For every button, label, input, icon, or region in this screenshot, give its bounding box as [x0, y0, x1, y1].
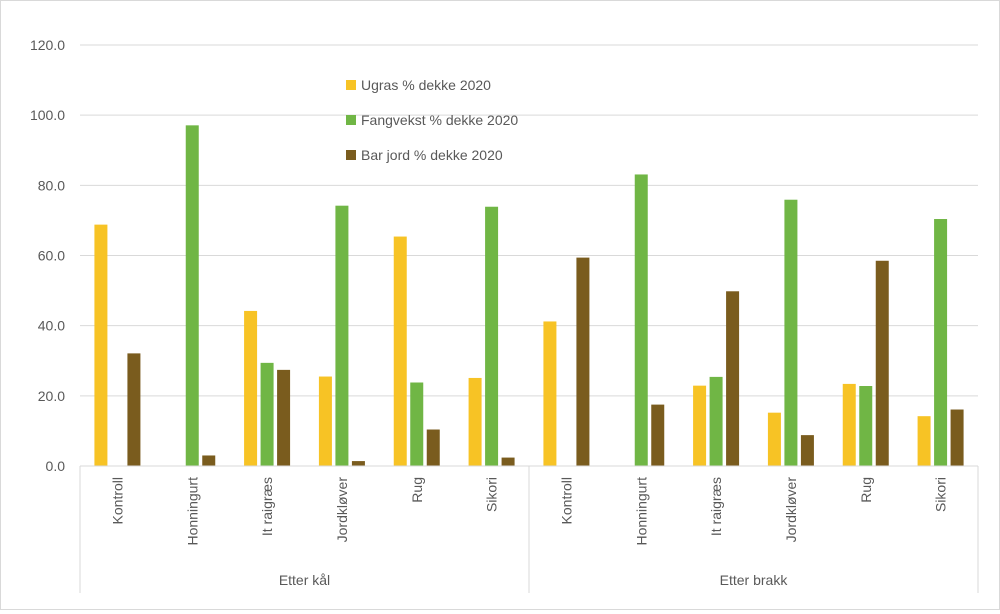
y-tick-label: 40.0	[38, 318, 65, 334]
bar-fangvekst	[485, 206, 499, 466]
y-tick-label: 100.0	[30, 107, 65, 123]
bar-bar-jord	[726, 291, 740, 466]
bar-ugras	[543, 321, 557, 466]
category-label: It raigræs	[259, 477, 275, 536]
legend-label: Fangvekst % dekke 2020	[361, 112, 518, 128]
bar-ugras	[393, 236, 407, 466]
bar-bar-jord	[351, 461, 365, 466]
bar-bar-jord	[651, 404, 665, 466]
category-label: It raigræs	[708, 477, 724, 536]
bar-fangvekst	[709, 376, 723, 466]
bar-fangvekst	[185, 125, 199, 467]
bar-bar-jord	[277, 369, 291, 466]
x-axis	[79, 465, 979, 593]
bar-bar-jord	[127, 353, 141, 466]
legend: Ugras % dekke 2020 Fangvekst % dekke 2020…	[346, 77, 518, 163]
gridlines	[80, 44, 978, 467]
legend-swatch	[346, 150, 356, 160]
y-axis-ticks: 0.0 20.0 40.0 60.0 80.0 100.0 120.0	[30, 37, 65, 474]
bar-fangvekst	[634, 174, 648, 466]
bar-ugras	[244, 310, 258, 466]
y-tick-label: 80.0	[38, 177, 65, 193]
bar-bar-jord	[426, 429, 440, 466]
y-tick-label: 60.0	[38, 248, 65, 264]
legend-label: Bar jord % dekke 2020	[361, 147, 503, 163]
group-label: Etter brakk	[720, 572, 789, 588]
bar-bar-jord	[875, 260, 889, 466]
category-label: Kontroll	[109, 477, 125, 524]
bar-ugras	[94, 224, 108, 466]
legend-label: Ugras % dekke 2020	[361, 77, 491, 93]
bars	[94, 125, 964, 467]
bar-ugras	[842, 383, 856, 466]
category-label: Kontroll	[558, 477, 574, 524]
category-label: Sikori	[933, 477, 949, 512]
category-label: Jordkløver	[334, 477, 350, 543]
group-label: Etter kål	[279, 572, 330, 588]
legend-swatch	[346, 115, 356, 125]
bar-bar-jord	[950, 409, 964, 466]
category-label: Sikori	[484, 477, 500, 512]
bar-bar-jord	[800, 435, 814, 466]
category-label: Honningurt	[184, 477, 200, 546]
y-tick-label: 0.0	[46, 458, 66, 474]
bar-fangvekst	[410, 382, 424, 466]
bar-bar-jord	[501, 457, 515, 466]
bar-bar-jord	[202, 455, 216, 466]
legend-swatch	[346, 80, 356, 90]
category-label: Rug	[409, 477, 425, 503]
bar-ugras	[318, 376, 332, 466]
bar-fangvekst	[335, 205, 349, 466]
category-label: Rug	[858, 477, 874, 503]
bar-fangvekst	[784, 199, 798, 466]
bar-ugras	[917, 416, 931, 466]
category-label: Honningurt	[633, 477, 649, 546]
bar-fangvekst	[859, 386, 873, 466]
bar-fangvekst	[260, 362, 274, 466]
category-labels: Kontroll Honningurt It raigræs Jordkløver Ru…	[109, 477, 948, 588]
y-tick-label: 120.0	[30, 37, 65, 53]
bar-ugras	[767, 412, 781, 466]
y-tick-label: 20.0	[38, 388, 65, 404]
bar-fangvekst	[934, 219, 948, 466]
bar-ugras	[468, 377, 482, 466]
category-label: Jordkløver	[783, 477, 799, 543]
bar-ugras	[693, 385, 707, 466]
bar-bar-jord	[576, 257, 590, 466]
